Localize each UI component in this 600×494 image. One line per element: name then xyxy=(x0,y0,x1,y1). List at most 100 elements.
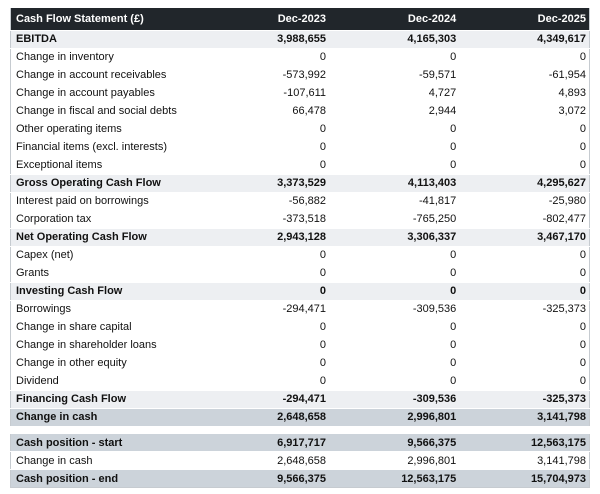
row-value: 0 xyxy=(198,120,330,138)
row-label: Investing Cash Flow xyxy=(10,281,199,301)
row-label: Change in cash xyxy=(10,451,199,470)
row-value: -325,373 xyxy=(459,300,590,318)
row-value: 0 xyxy=(459,264,590,282)
table-row: Exceptional items 0 0 0 xyxy=(10,156,590,174)
table-row: Net Operating Cash Flow 2,943,128 3,306,33… xyxy=(10,227,590,247)
table-header-row: Cash Flow Statement (£) Dec-2023 Dec-202… xyxy=(10,8,590,31)
row-label: Capex (net) xyxy=(10,246,199,264)
table-row: Gross Operating Cash Flow 3,373,529 4,113,… xyxy=(10,173,590,193)
column-header-dec-2024: Dec-2024 xyxy=(329,8,460,31)
row-label: Cash position - end xyxy=(10,469,199,488)
table-row: Corporation tax -373,518 -765,250 -802,477 xyxy=(10,210,590,228)
table-row: Change in other equity 0 0 0 xyxy=(10,354,590,372)
row-label: Borrowings xyxy=(10,300,199,318)
row-value: -294,471 xyxy=(198,300,330,318)
table-row: Change in cash 2,648,658 2,996,801 3,141,79… xyxy=(10,407,590,426)
table-row: Change in share capital 0 0 0 xyxy=(10,318,590,336)
table-row: Cash position - start 6,917,717 9,566,375 1… xyxy=(10,433,590,452)
row-value: 15,704,973 xyxy=(459,469,590,488)
row-value: 9,566,375 xyxy=(198,469,330,488)
row-value: 2,944 xyxy=(329,102,460,120)
row-label: Change in shareholder loans xyxy=(10,336,199,354)
table-row: Grants 0 0 0 xyxy=(10,264,590,282)
table-row: Interest paid on borrowings -56,882 -41,81… xyxy=(10,192,590,210)
table-row: Change in shareholder loans 0 0 0 xyxy=(10,336,590,354)
row-value: 0 xyxy=(329,264,460,282)
row-value: 0 xyxy=(198,264,330,282)
table-row: Change in cash 2,648,658 2,996,801 3,141,79… xyxy=(10,451,590,470)
row-label: Financial items (excl. interests) xyxy=(10,138,199,156)
row-value: 0 xyxy=(198,281,330,301)
row-value: -41,817 xyxy=(329,192,460,210)
row-value: 0 xyxy=(329,120,460,138)
row-value: 0 xyxy=(459,48,590,66)
row-value: 0 xyxy=(198,318,330,336)
row-value: -802,477 xyxy=(459,210,590,228)
row-value: 12,563,175 xyxy=(329,469,460,488)
row-value: 4,295,627 xyxy=(459,173,590,193)
row-value: 4,893 xyxy=(459,84,590,102)
row-value: 0 xyxy=(329,354,460,372)
row-label: Dividend xyxy=(10,372,199,390)
table-row: Change in inventory 0 0 0 xyxy=(10,48,590,66)
row-label: Change in share capital xyxy=(10,318,199,336)
row-value: -59,571 xyxy=(329,66,460,84)
row-value: 0 xyxy=(329,318,460,336)
row-value: -25,980 xyxy=(459,192,590,210)
row-value: 3,373,529 xyxy=(198,173,330,193)
table-row: Capex (net) 0 0 0 xyxy=(10,246,590,264)
row-value: 3,306,337 xyxy=(329,227,460,247)
row-value: 3,141,798 xyxy=(459,451,590,470)
row-label: Change in account payables xyxy=(10,84,199,102)
row-label: Change in cash xyxy=(10,407,199,426)
row-value: 0 xyxy=(329,246,460,264)
row-label: Corporation tax xyxy=(10,210,199,228)
row-value: 0 xyxy=(459,318,590,336)
row-value: 2,648,658 xyxy=(198,407,330,426)
row-label: Exceptional items xyxy=(10,156,199,174)
table-row: Cash position - end 9,566,375 12,563,175 15… xyxy=(10,469,590,488)
column-header-dec-2023: Dec-2023 xyxy=(198,8,330,31)
table-row: Investing Cash Flow 0 0 0 xyxy=(10,281,590,301)
row-value: 0 xyxy=(198,246,330,264)
row-value: 2,996,801 xyxy=(329,451,460,470)
row-value: 0 xyxy=(459,354,590,372)
row-label: EBITDA xyxy=(10,29,199,49)
table-row: Other operating items 0 0 0 xyxy=(10,120,590,138)
table-row: Change in account receivables -573,992 -59… xyxy=(10,66,590,84)
row-label: Other operating items xyxy=(10,120,199,138)
row-value: 2,943,128 xyxy=(198,227,330,247)
row-value: 3,988,655 xyxy=(198,29,330,49)
row-label: Gross Operating Cash Flow xyxy=(10,173,199,193)
row-label: Cash position - start xyxy=(10,433,199,452)
row-value: 0 xyxy=(329,156,460,174)
table-row: Change in account payables -107,611 4,727 4… xyxy=(10,84,590,102)
row-value: 0 xyxy=(329,138,460,156)
row-label: Change in fiscal and social debts xyxy=(10,102,199,120)
row-value: 0 xyxy=(198,138,330,156)
row-value: 0 xyxy=(459,138,590,156)
row-value: -56,882 xyxy=(198,192,330,210)
row-value: 66,478 xyxy=(198,102,330,120)
row-value: 9,566,375 xyxy=(329,433,460,452)
row-value: 0 xyxy=(459,281,590,301)
row-value: -373,518 xyxy=(198,210,330,228)
cash-flow-table: Cash Flow Statement (£) Dec-2023 Dec-202… xyxy=(10,8,590,426)
row-label: Net Operating Cash Flow xyxy=(10,227,199,247)
row-value: 12,563,175 xyxy=(459,433,590,452)
cash-position-summary-table: Cash position - start 6,917,717 9,566,375 1… xyxy=(10,433,590,488)
row-value: -107,611 xyxy=(198,84,330,102)
row-value: 0 xyxy=(198,48,330,66)
row-value: 2,648,658 xyxy=(198,451,330,470)
table-row: Borrowings -294,471 -309,536 -325,373 xyxy=(10,300,590,318)
row-value: 0 xyxy=(329,336,460,354)
table-row: Dividend 0 0 0 xyxy=(10,372,590,390)
row-value: 2,996,801 xyxy=(329,407,460,426)
row-value: -325,373 xyxy=(459,389,590,409)
row-value: 0 xyxy=(459,156,590,174)
row-value: -309,536 xyxy=(329,300,460,318)
row-value: 0 xyxy=(329,281,460,301)
row-value: 3,467,170 xyxy=(459,227,590,247)
row-label: Change in account receivables xyxy=(10,66,199,84)
